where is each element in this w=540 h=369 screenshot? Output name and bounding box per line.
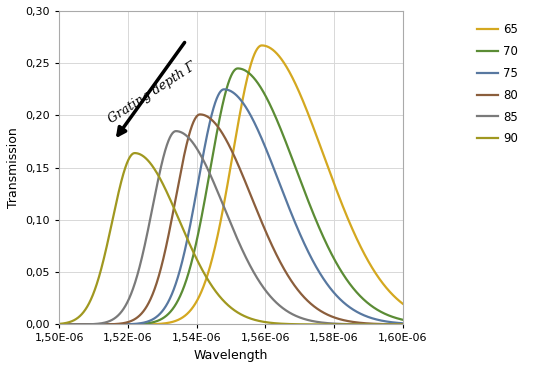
- 80: [116, 321, 122, 326]
- 85: [116, 313, 122, 317]
- 85: [400, 322, 406, 327]
- 85: [173, 129, 179, 133]
- 65: [56, 322, 63, 327]
- Line: 75: 75: [59, 89, 403, 324]
- 75: [356, 311, 362, 315]
- 75: [56, 322, 63, 327]
- 90: [132, 151, 138, 155]
- 85: [356, 322, 362, 327]
- 75: [95, 322, 102, 327]
- X-axis label: Wavelength: Wavelength: [194, 349, 268, 362]
- 70: [202, 192, 209, 197]
- 70: [393, 316, 399, 320]
- 85: [95, 321, 102, 326]
- 90: [56, 322, 63, 326]
- 90: [202, 274, 209, 279]
- 90: [393, 322, 399, 327]
- 65: [356, 241, 362, 246]
- 80: [56, 322, 63, 327]
- Line: 80: 80: [59, 114, 403, 324]
- 80: [202, 114, 209, 118]
- 85: [393, 322, 399, 327]
- 70: [56, 322, 63, 327]
- Text: Grating depth Γ: Grating depth Γ: [106, 59, 198, 125]
- 75: [187, 220, 194, 224]
- 70: [187, 263, 194, 267]
- Line: 65: 65: [59, 45, 403, 324]
- 65: [393, 296, 399, 300]
- 75: [116, 322, 122, 327]
- 65: [400, 301, 406, 306]
- 80: [197, 112, 203, 117]
- Line: 85: 85: [59, 131, 403, 324]
- 85: [202, 163, 209, 168]
- 75: [400, 321, 406, 325]
- 90: [356, 322, 362, 327]
- 80: [393, 322, 399, 327]
- 70: [116, 322, 122, 327]
- Legend: 65, 70, 75, 80, 85, 90: 65, 70, 75, 80, 85, 90: [477, 23, 518, 145]
- 75: [202, 139, 209, 144]
- 90: [400, 322, 406, 327]
- Line: 90: 90: [59, 153, 403, 324]
- 70: [356, 293, 362, 297]
- 90: [188, 245, 194, 249]
- 65: [202, 278, 209, 283]
- 70: [400, 317, 406, 322]
- 85: [188, 138, 194, 142]
- 80: [400, 322, 406, 327]
- 65: [95, 322, 102, 327]
- 80: [356, 320, 362, 325]
- 65: [259, 43, 265, 48]
- 90: [116, 190, 122, 194]
- 80: [187, 127, 194, 131]
- 70: [234, 66, 241, 70]
- 75: [393, 321, 399, 325]
- 90: [95, 277, 102, 281]
- 65: [116, 322, 122, 327]
- 85: [56, 322, 63, 327]
- 70: [95, 322, 102, 327]
- 65: [187, 308, 194, 312]
- 80: [95, 322, 102, 327]
- Y-axis label: Transmission: Transmission: [7, 127, 20, 208]
- 75: [221, 87, 227, 92]
- Line: 70: 70: [59, 68, 403, 324]
